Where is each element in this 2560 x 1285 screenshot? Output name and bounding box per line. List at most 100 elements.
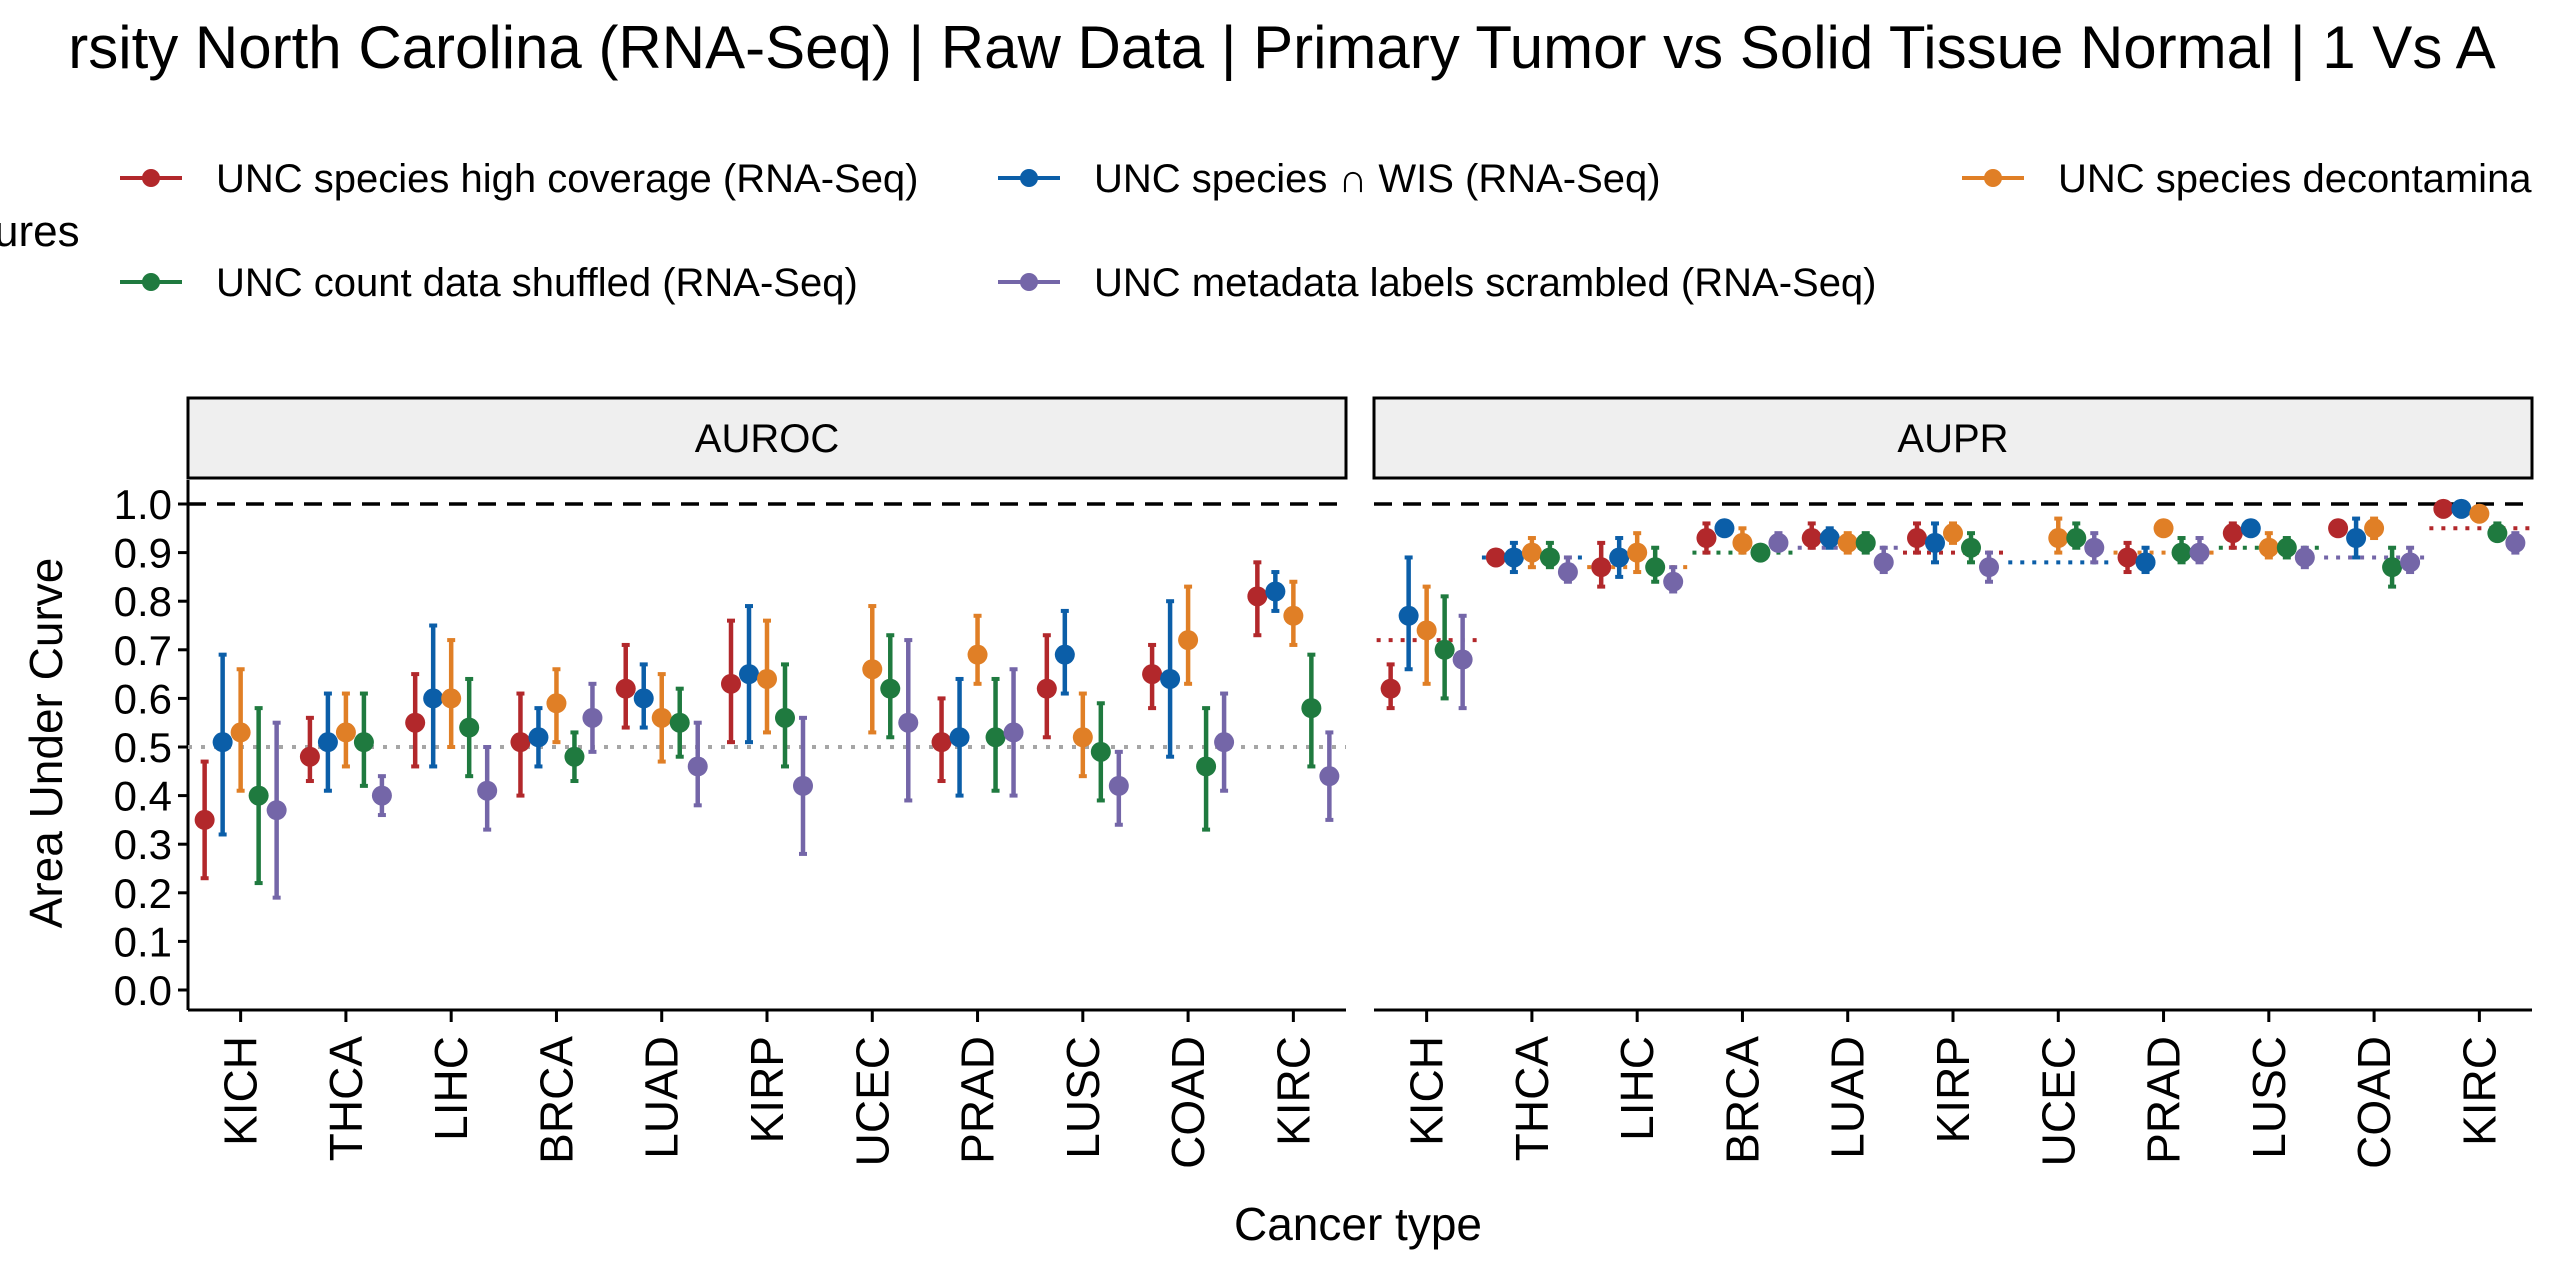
mean-point [1609, 547, 1630, 568]
mean-point [2117, 547, 2138, 568]
data-point-high_coverage [2328, 518, 2349, 539]
panel-strip-label: AUPR [1897, 417, 2008, 461]
mean-point [1819, 528, 1840, 549]
data-point-shuffled [564, 730, 585, 784]
mean-point [1521, 542, 1542, 563]
data-point-wis [2346, 516, 2367, 560]
data-point-scrambled [2294, 545, 2315, 570]
mean-point [335, 722, 356, 743]
data-point-shuffled [985, 676, 1006, 793]
mean-point [1645, 557, 1666, 578]
mean-point [1750, 542, 1771, 563]
mean-point [2153, 518, 2174, 539]
mean-point [1557, 562, 1578, 583]
data-point-wis [1819, 526, 1840, 550]
mean-point [1907, 528, 1927, 549]
mean-point [1247, 586, 1268, 607]
legend-key-point [142, 273, 160, 291]
mean-point [2240, 518, 2261, 539]
panel-auroc: AUROC 0.00.10.20.30.40.50.60.70.80.91.0 KI… [114, 396, 1348, 1169]
data-point-wis [1398, 555, 1419, 672]
mean-point [441, 688, 462, 709]
mean-point [1196, 756, 1217, 777]
data-point-decontaminated [2469, 503, 2490, 524]
mean-point [248, 785, 269, 806]
data-point-shuffled [2276, 536, 2297, 560]
data-point-high_coverage [721, 618, 741, 745]
data-point-wis [528, 706, 549, 769]
data-point-high_coverage [1591, 540, 1612, 589]
mean-point [739, 664, 759, 685]
x-tick-label: KICH [1401, 1036, 1453, 1146]
x-tick-label: LUAD [1822, 1036, 1874, 1159]
mean-point [775, 707, 795, 728]
mean-point [2084, 537, 2105, 558]
legend-key-point [1020, 169, 1038, 187]
x-tick-label: UCEC [2032, 1036, 2084, 1166]
y-tick-label: 0.0 [114, 967, 172, 1014]
x-tick-label: BRCA [1716, 1036, 1768, 1164]
mean-point [880, 678, 901, 699]
mean-point [1090, 741, 1111, 762]
data-point-wis [2240, 518, 2261, 539]
x-tick-label: UCEC [846, 1036, 898, 1166]
mean-point [2258, 537, 2279, 558]
data-point-decontaminated [441, 638, 462, 749]
mean-point [1054, 644, 1075, 665]
mean-point [2294, 547, 2315, 568]
data-point-decontaminated [1283, 579, 1304, 647]
data-point-scrambled [477, 745, 498, 832]
mean-point [353, 732, 374, 753]
legend-item-scrambled: UNC metadata labels scrambled (RNA-Seq) [998, 261, 1877, 305]
data-point-scrambled [2400, 545, 2421, 575]
mean-point [1380, 678, 1401, 699]
x-tick-label: PRAD [952, 1036, 1004, 1164]
data-point-high_coverage [194, 759, 215, 881]
data-point-shuffled [1855, 531, 1876, 555]
mean-point [1283, 605, 1304, 626]
data-point-wis [633, 662, 654, 730]
mean-point [2189, 542, 2210, 563]
data-point-decontaminated [862, 604, 883, 735]
data-point-wis [1925, 521, 1945, 565]
data-point-wis [1054, 608, 1075, 696]
mean-point [793, 775, 813, 796]
legend-label: UNC species ∩ WIS (RNA-Seq) [1094, 157, 1661, 201]
mean-point [1873, 552, 1894, 573]
data-point-scrambled [1557, 555, 1578, 584]
data-point-shuffled [2382, 545, 2403, 589]
data-point-decontaminated [1416, 584, 1437, 686]
data-point-scrambled [371, 774, 392, 818]
y-tick-label: 0.3 [114, 821, 172, 868]
mean-point [1319, 766, 1340, 787]
data-point-scrambled [582, 681, 603, 754]
y-tick-label: 0.7 [114, 627, 172, 674]
mean-point [2066, 528, 2087, 549]
data-point-decontaminated [546, 667, 567, 745]
y-tick-label: 0.9 [114, 530, 172, 577]
data-point-scrambled [1663, 565, 1684, 594]
mean-point [299, 746, 320, 767]
data-point-scrambled [1768, 531, 1789, 553]
data-point-high_coverage [615, 642, 636, 730]
data-point-high_coverage [931, 696, 952, 784]
mean-point [1979, 557, 1999, 578]
mean-point [967, 644, 988, 665]
mean-point [1961, 537, 1981, 558]
mean-point [317, 732, 338, 753]
data-point-decontaminated [757, 618, 777, 735]
data-point-high_coverage [2222, 521, 2243, 550]
y-tick-label: 0.6 [114, 675, 172, 722]
data-point-scrambled [687, 720, 708, 808]
data-point-decontaminated [1943, 521, 1963, 545]
mean-point [949, 727, 970, 748]
legend-item-high_coverage: UNC species high coverage (RNA-Seq) [120, 157, 919, 201]
y-tick-label: 0.5 [114, 724, 172, 771]
data-point-high_coverage [1907, 521, 1927, 555]
mean-point [633, 688, 654, 709]
data-point-wis [739, 604, 759, 745]
data-point-shuffled [1645, 545, 1666, 584]
mean-point [1503, 547, 1524, 568]
mean-point [1591, 557, 1612, 578]
data-point-wis [212, 652, 233, 837]
